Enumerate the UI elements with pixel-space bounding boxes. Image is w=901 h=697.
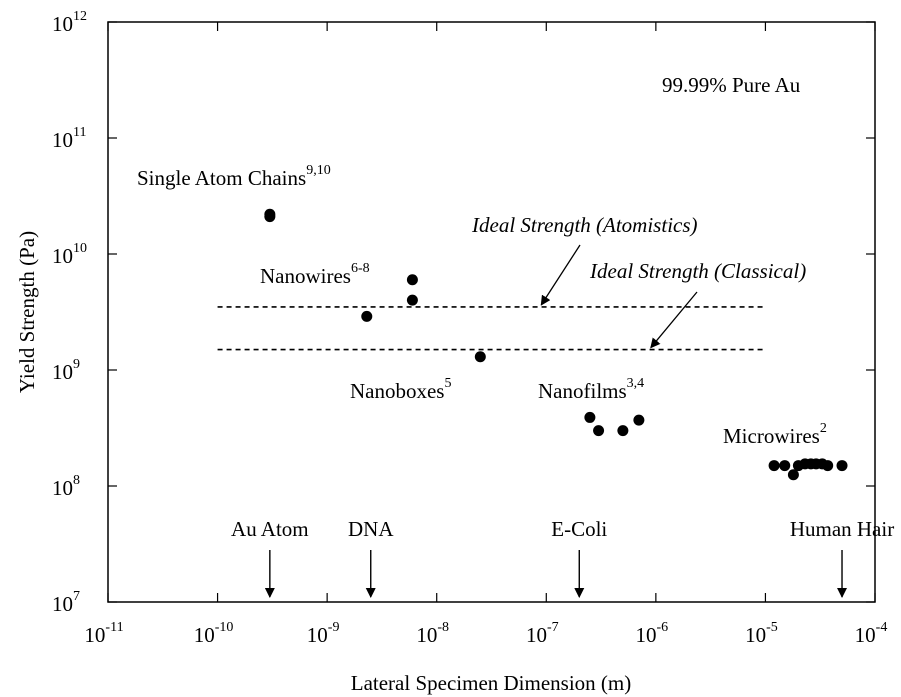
- data-point: [836, 460, 848, 472]
- reference-lines: Ideal Strength (Atomistics) Ideal Strengt…: [217, 213, 806, 351]
- x-tick-label: 10-9: [307, 620, 340, 647]
- group-label: Nanofilms3,4: [538, 376, 644, 403]
- group-label: Nanowires6-8: [260, 261, 370, 288]
- size-marker-label: Human Hair: [790, 517, 894, 541]
- data-point: [787, 469, 799, 481]
- ideal-strength-label: Ideal Strength (Classical): [589, 259, 806, 283]
- data-point: [474, 351, 486, 363]
- note-text: 99.99% Pure Au: [662, 73, 801, 97]
- data-point: [406, 274, 418, 286]
- group-label: Nanoboxes5: [350, 376, 451, 403]
- x-axis-title: Lateral Specimen Dimension (m): [351, 671, 632, 695]
- group-label: Microwires2: [723, 421, 827, 448]
- y-tick-label: 109: [52, 357, 80, 384]
- x-ticks: 10-11 10-10 10-9 10-8 10-7 10-6 10-5 10-4: [84, 22, 887, 647]
- plot-frame: [107, 21, 876, 603]
- ideal-strength-arrow: [650, 291, 698, 349]
- y-tick-label: 107: [52, 589, 80, 616]
- ideal-strength-label: Ideal Strength (Atomistics): [471, 213, 698, 237]
- data-point: [779, 460, 791, 472]
- x-tick-label: 10-7: [526, 620, 559, 647]
- ideal-strength-arrow: [540, 244, 581, 306]
- data-point: [822, 460, 834, 472]
- data-point: [593, 425, 605, 437]
- data-points: [264, 208, 848, 481]
- size-marker-label: DNA: [348, 517, 394, 541]
- y-tick-label: 1010: [52, 241, 87, 268]
- group-labels: Single Atom Chains9,10 Nanowires6-8 Nanobo…: [137, 163, 827, 448]
- size-markers: Au Atom DNA E-Coli Human Hair: [231, 517, 894, 598]
- x-tick-label: 10-4: [855, 620, 888, 647]
- y-tick-label: 108: [52, 473, 80, 500]
- data-point: [361, 310, 373, 322]
- data-point: [633, 414, 645, 426]
- y-ticks: 107 108 109 1010 1011 1012: [52, 9, 875, 616]
- x-tick-label: 10-8: [416, 620, 449, 647]
- x-tick-label: 10-11: [84, 620, 123, 647]
- x-tick-label: 10-10: [194, 620, 234, 647]
- data-point: [406, 294, 418, 306]
- x-tick-label: 10-6: [636, 620, 669, 647]
- y-axis-title: Yield Strength (Pa): [15, 231, 39, 393]
- data-point: [768, 460, 780, 472]
- data-point: [617, 425, 629, 437]
- group-label: Single Atom Chains9,10: [137, 163, 331, 190]
- size-marker-label: Au Atom: [231, 517, 309, 541]
- data-point: [584, 411, 596, 423]
- size-marker-label: E-Coli: [551, 517, 607, 541]
- x-tick-label: 10-5: [745, 620, 778, 647]
- y-tick-label: 1012: [52, 9, 87, 36]
- y-tick-label: 1011: [52, 125, 86, 152]
- data-point: [264, 211, 276, 223]
